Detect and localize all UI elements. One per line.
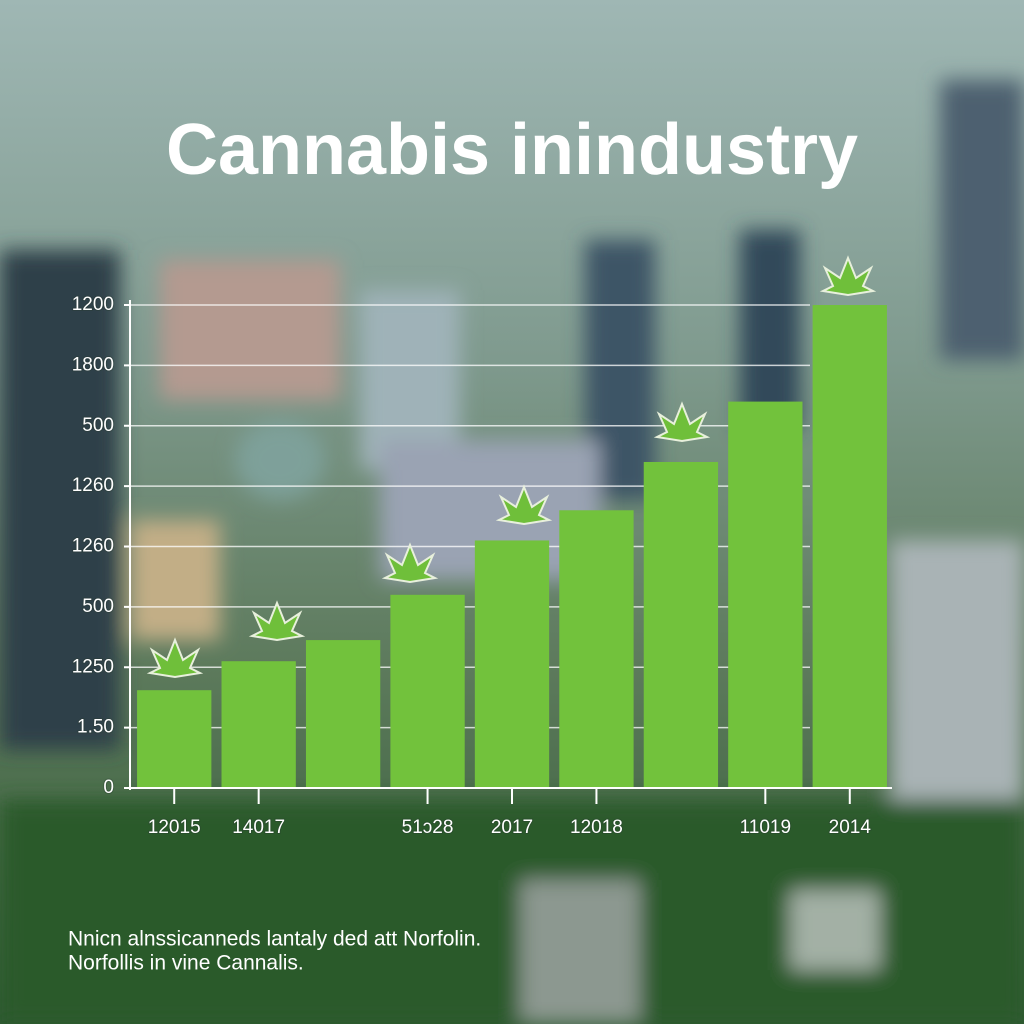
bar [728, 401, 803, 788]
y-tick-label: 1260 [72, 475, 114, 496]
footnote: Nnicn alnssicanneds lantaly ded att Norf… [68, 928, 481, 951]
x-tick-label: 11019 [740, 817, 791, 838]
bar [305, 640, 381, 788]
bar [137, 690, 212, 788]
leaf-icons [146, 255, 877, 679]
bar [643, 461, 719, 788]
y-tick-label: 0 [103, 777, 114, 798]
x-tick-label: 2017 [491, 817, 533, 838]
y-tick-label: 500 [82, 415, 114, 436]
chart-title: Cannabis inindustry [166, 110, 858, 190]
x-tick-label: 12015 [148, 817, 201, 838]
bar [812, 305, 887, 788]
bar [474, 540, 550, 788]
city-backdrop [0, 80, 1024, 1024]
footnote: Norfollis in vine Cannalis. [68, 952, 304, 975]
y-tick-label: 1200 [72, 294, 114, 315]
y-tick-label: 1800 [72, 354, 114, 375]
y-tick-label: 1260 [72, 536, 114, 557]
x-tick-label: 14017 [232, 817, 285, 838]
bar [559, 510, 634, 788]
x-tick-label: 12018 [570, 817, 623, 838]
y-tick-label: 500 [82, 596, 114, 617]
bar [390, 594, 465, 788]
bar [221, 661, 296, 788]
y-tick-label: 1.50 [77, 717, 114, 738]
x-tick-label: 51ɔ28 [402, 817, 454, 838]
y-tick-label: 1250 [72, 656, 114, 677]
x-tick-label: 2014 [829, 817, 872, 838]
